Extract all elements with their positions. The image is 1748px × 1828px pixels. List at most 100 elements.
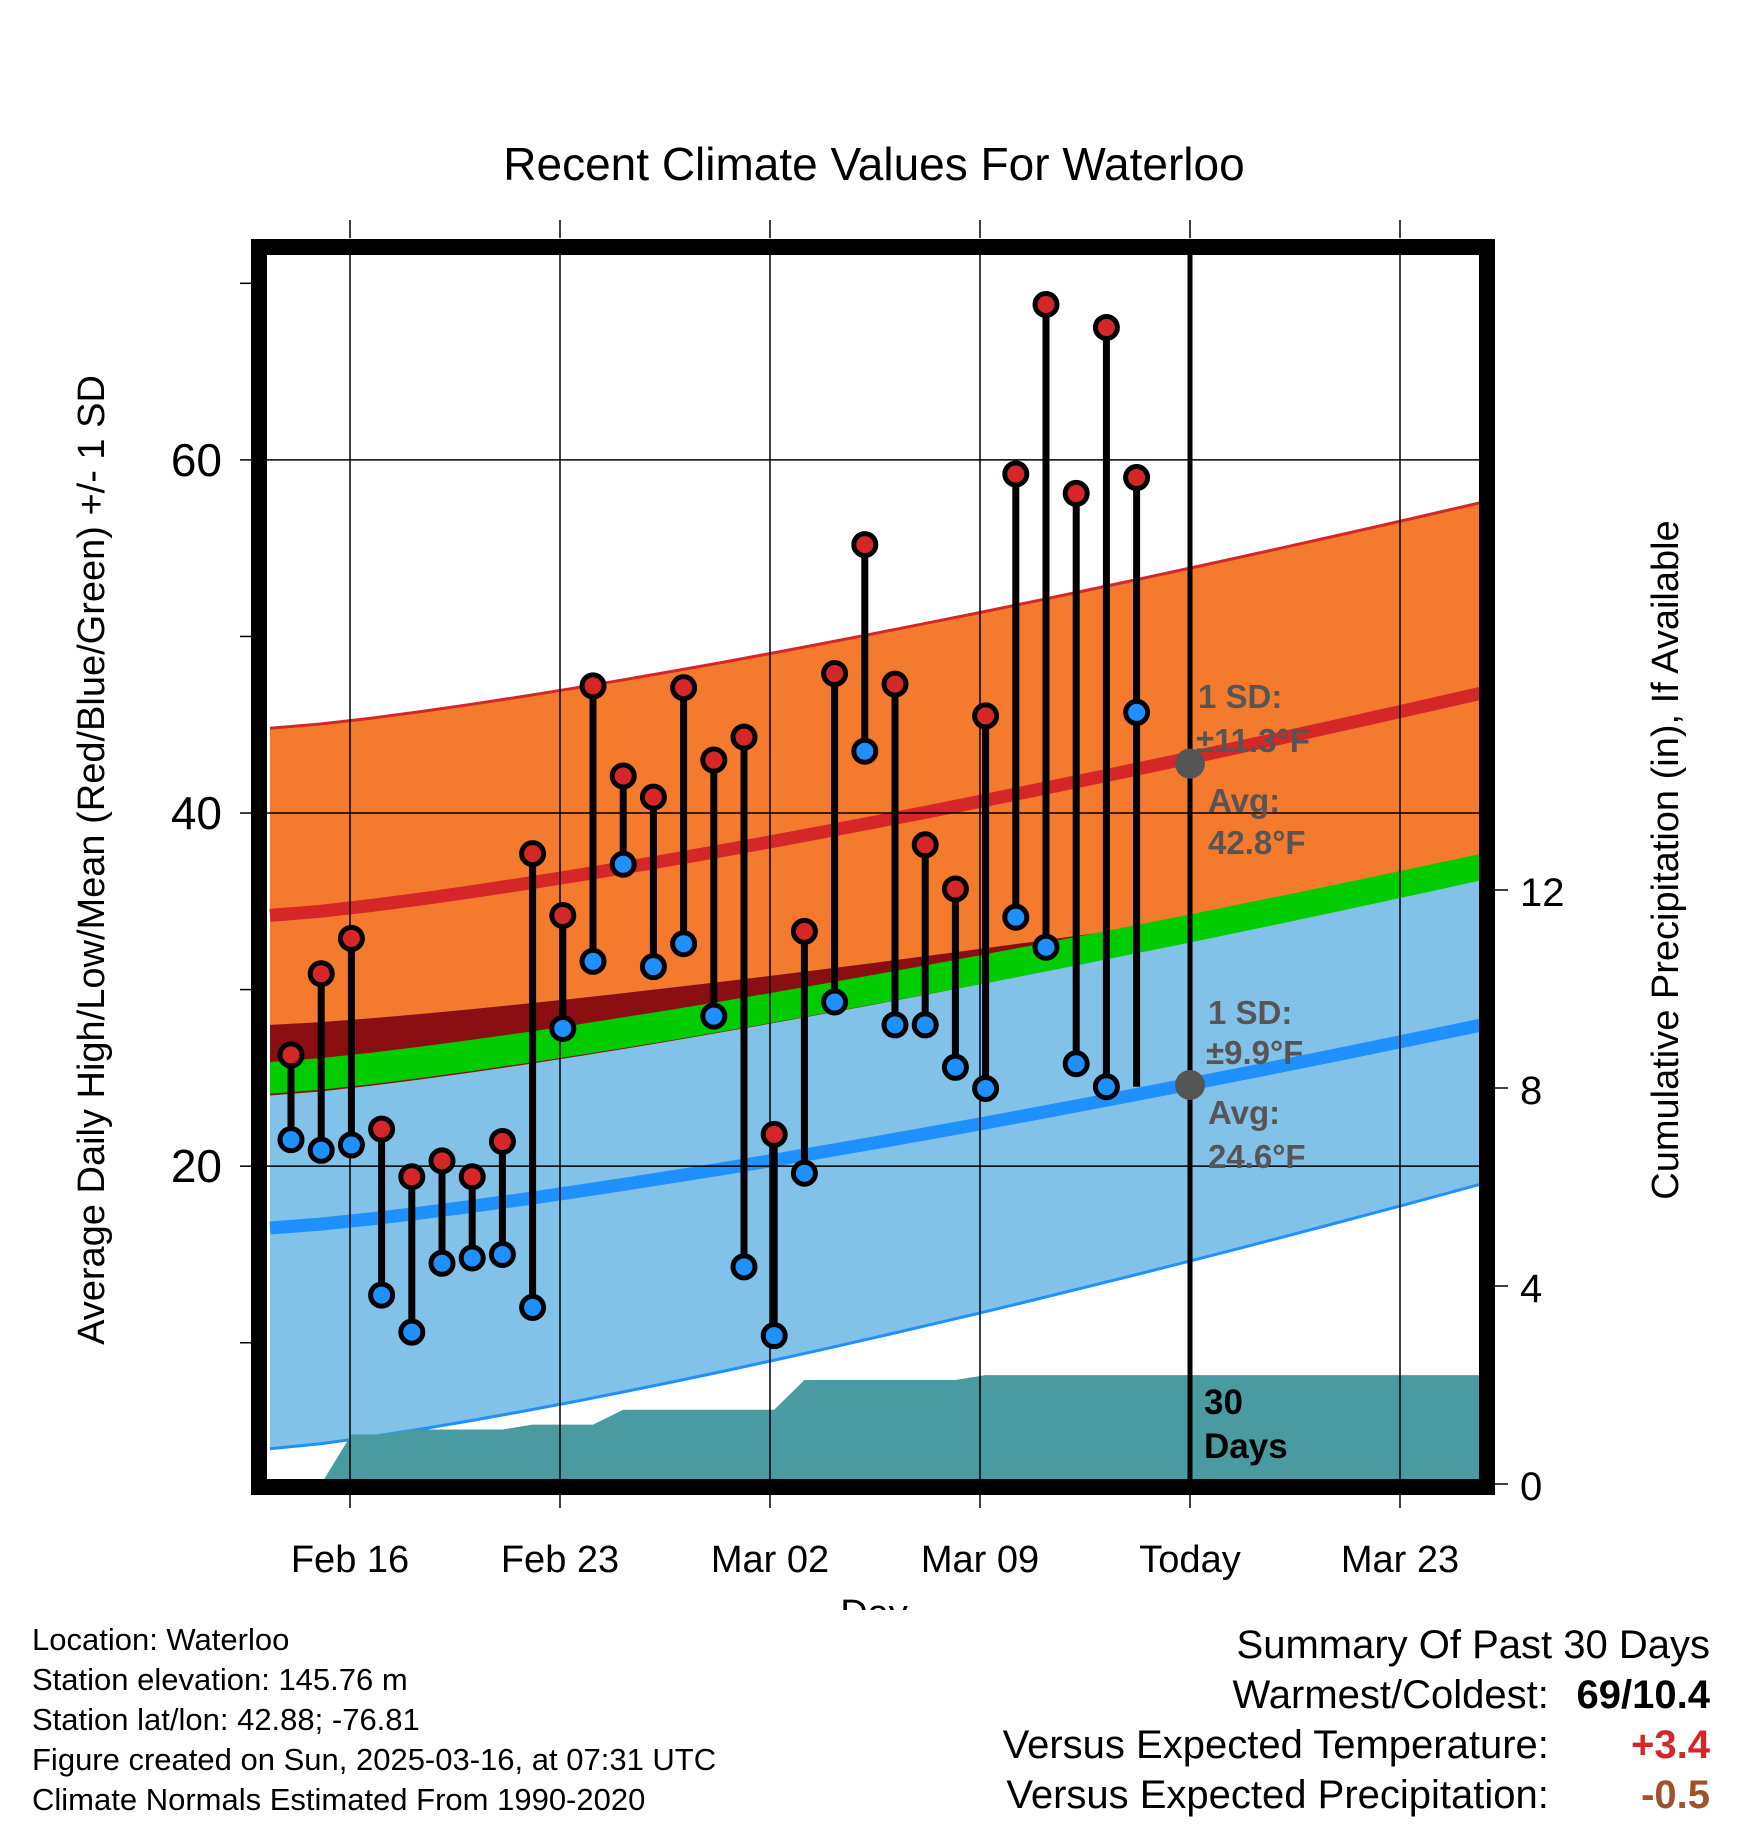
y-tick-label: 60 [171,434,222,486]
station-info: Location: Waterloo Station elevation: 14… [32,1620,716,1820]
low-temp-point [337,1131,365,1159]
low-temp-point [609,850,637,878]
low-temp-point [458,1244,486,1272]
location-text: Location: Waterloo [32,1622,290,1657]
high-temp-point [700,746,728,774]
low-avg-marker [1175,1069,1205,1100]
high-temp-point [1062,479,1090,507]
x-tick-label: Mar 23 [1341,1539,1459,1581]
temp-value: +3.4 [1631,1723,1710,1767]
low-temp-point [790,1159,818,1187]
low-temp-point [277,1126,305,1154]
precip-label: Versus Expected Precipitation: [1006,1773,1549,1817]
precip-label-line1: 30 [1204,1383,1243,1422]
high-temp-point [1123,464,1151,492]
low-temp-point [639,953,667,981]
high-temp-point [337,924,365,952]
high-sd-label: 1 SD: [1198,678,1282,715]
high-temp-point [1032,291,1060,319]
low-temp-point [488,1240,516,1268]
high-temp-point [851,531,879,559]
low-temp-point [851,737,879,765]
low-sd-value: ±9.9°F [1206,1034,1303,1071]
high-temp-point [639,783,667,811]
x-tick-label: Feb 16 [291,1539,409,1581]
low-temp-point [760,1322,788,1350]
low-temp-point [579,947,607,975]
y-axis-label: Average Daily High/Low/Mean (Red/Blue/Gr… [71,375,113,1345]
high-temp-point [881,670,909,698]
high-temp-point [519,840,547,868]
high-temp-point [730,723,758,751]
high-temp-point [760,1120,788,1148]
high-temp-point [609,762,637,790]
summary-temp-row: Versus Expected Temperature: +3.4 [1003,1720,1710,1770]
normals-text: Climate Normals Estimated From 1990-2020 [32,1782,646,1817]
y2-tick-label: 12 [1520,871,1565,915]
x-tick-label: Mar 09 [921,1539,1039,1581]
high-temp-point [488,1127,516,1155]
low-temp-point [700,1002,728,1030]
high-temp-point [821,660,849,688]
y-tick-label: 40 [171,787,222,839]
plot-frame [251,239,1495,1495]
low-temp-point [368,1281,396,1309]
y2-tick-label: 0 [1520,1465,1542,1509]
precip-value: -0.5 [1641,1773,1710,1817]
low-band-lower-line [269,1182,1483,1451]
high-temp-point [972,702,1000,730]
low-temp-point [549,1014,577,1042]
low-temp-point [1092,1073,1120,1101]
low-temp-point [1062,1050,1090,1078]
high-sd-value: ±11.3°F [1196,722,1310,759]
high-temp-point [307,960,335,988]
x-tick-label: Mar 02 [711,1539,829,1581]
low-temp-point [670,930,698,958]
high-normal-band [270,502,1482,1027]
low-temp-point [730,1253,758,1281]
high-temp-point [458,1163,486,1191]
low-temp-point [972,1074,1000,1102]
low-avg-value: 24.6°F [1208,1138,1306,1175]
precip-area [270,1375,1482,1484]
low-temp-point [519,1293,547,1321]
warmest-value: 69/10.4 [1576,1673,1710,1717]
high-temp-point [277,1041,305,1069]
low-sd-label: 1 SD: [1208,994,1292,1031]
summary-panel: Summary Of Past 30 Days Warmest/Coldest:… [1003,1620,1710,1820]
y2-tick-label: 8 [1520,1069,1542,1113]
high-avg-value: 42.8°F [1208,824,1306,861]
climate-chart: Recent Climate Values For Waterloo 1 SD:… [71,138,1687,1610]
precip-label-line2: Days [1204,1427,1288,1466]
chart-title: Recent Climate Values For Waterloo [503,138,1244,190]
summary-warmest-row: Warmest/Coldest: 69/10.4 [1003,1670,1711,1720]
y2-tick-label: 4 [1520,1267,1542,1311]
temp-label: Versus Expected Temperature: [1002,1723,1549,1767]
warmest-label: Warmest/Coldest: [1232,1673,1549,1717]
low-temp-point [911,1011,939,1039]
high-temp-point [398,1163,426,1191]
x-tick-label: Today [1139,1539,1240,1581]
low-avg-label: Avg: [1208,1094,1280,1131]
low-temp-point [428,1249,456,1277]
high-temp-point [1092,313,1120,341]
high-temp-point [579,672,607,700]
high-temp-point [428,1147,456,1175]
low-temp-point [881,1011,909,1039]
summary-title: Summary Of Past 30 Days [1236,1623,1710,1667]
latlon-text: Station lat/lon: 42.88; -76.81 [32,1702,420,1737]
x-axis-label: Day [840,1593,908,1610]
low-temp-point [1002,903,1030,931]
low-temp-point [821,988,849,1016]
high-temp-point [911,831,939,859]
high-mean-line [269,686,1484,922]
low-temp-point [1032,933,1060,961]
low-temp-point [307,1136,335,1164]
summary-precip-row: Versus Expected Precipitation: -0.5 [1003,1770,1710,1820]
high-temp-point [670,674,698,702]
y-tick-label: 20 [171,1140,222,1192]
low-temp-point [398,1318,426,1346]
low-temp-point [941,1053,969,1081]
high-avg-marker [1175,748,1205,779]
